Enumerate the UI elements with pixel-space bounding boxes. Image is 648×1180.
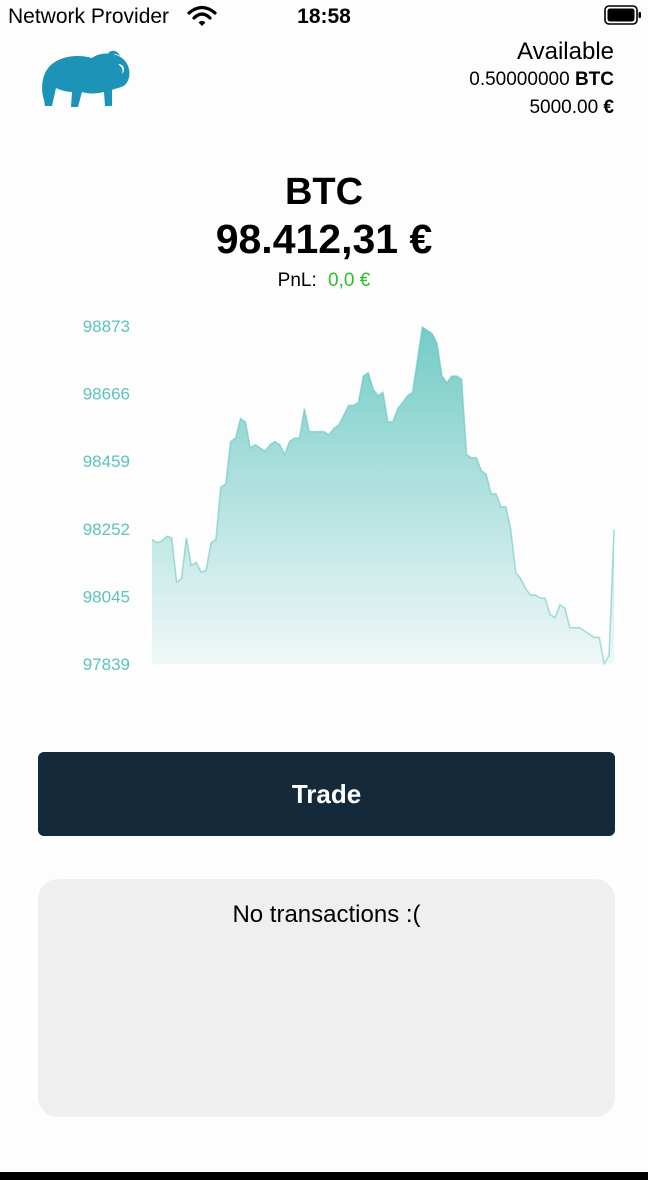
available-title: Available bbox=[517, 38, 614, 65]
price-area bbox=[152, 327, 614, 664]
trade-button[interactable]: Trade bbox=[38, 752, 615, 836]
asset-summary: BTC 98.412,31 € PnL: 0,0 € bbox=[0, 170, 648, 296]
transactions-panel: No transactions :( bbox=[38, 879, 615, 1117]
btc-amount: 0.50000000 bbox=[469, 69, 570, 90]
available-balance: Available 0.50000000 BTC 5000.00 € bbox=[469, 38, 614, 122]
pnl-label: PnL: bbox=[277, 270, 317, 291]
carrier-name: Network Provider bbox=[8, 5, 170, 28]
pnl-value: 0,0 € bbox=[328, 270, 371, 291]
eur-amount: 5000.00 bbox=[529, 97, 599, 118]
y-tick-label: 97839 bbox=[83, 655, 130, 674]
y-tick-label: 98252 bbox=[83, 520, 130, 539]
asset-price: 98.412,31 € bbox=[215, 216, 433, 262]
home-indicator bbox=[0, 1172, 648, 1180]
no-transactions-text: No transactions :( bbox=[232, 901, 421, 928]
eur-unit: € bbox=[603, 97, 614, 118]
y-tick-label: 98666 bbox=[83, 385, 130, 404]
status-time: 18:58 bbox=[297, 5, 351, 28]
price-chart: 98873 98666 98459 98252 98045 97839 bbox=[83, 317, 615, 674]
battery-icon bbox=[604, 5, 641, 25]
pnl: PnL: 0,0 € bbox=[0, 266, 648, 296]
eur-balance: 5000.00 € bbox=[469, 94, 614, 122]
status-bar: Network Provider 18:58 bbox=[0, 0, 648, 34]
btc-balance: 0.50000000 BTC bbox=[469, 66, 614, 94]
y-tick-label: 98045 bbox=[83, 587, 130, 606]
y-tick-label: 98873 bbox=[83, 317, 130, 336]
bison-logo-icon bbox=[42, 50, 130, 107]
price-line bbox=[151, 325, 615, 666]
wifi-icon bbox=[187, 5, 217, 26]
asset-symbol: BTC bbox=[284, 171, 364, 213]
y-tick-label: 98459 bbox=[83, 452, 130, 471]
btc-unit: BTC bbox=[574, 69, 614, 90]
